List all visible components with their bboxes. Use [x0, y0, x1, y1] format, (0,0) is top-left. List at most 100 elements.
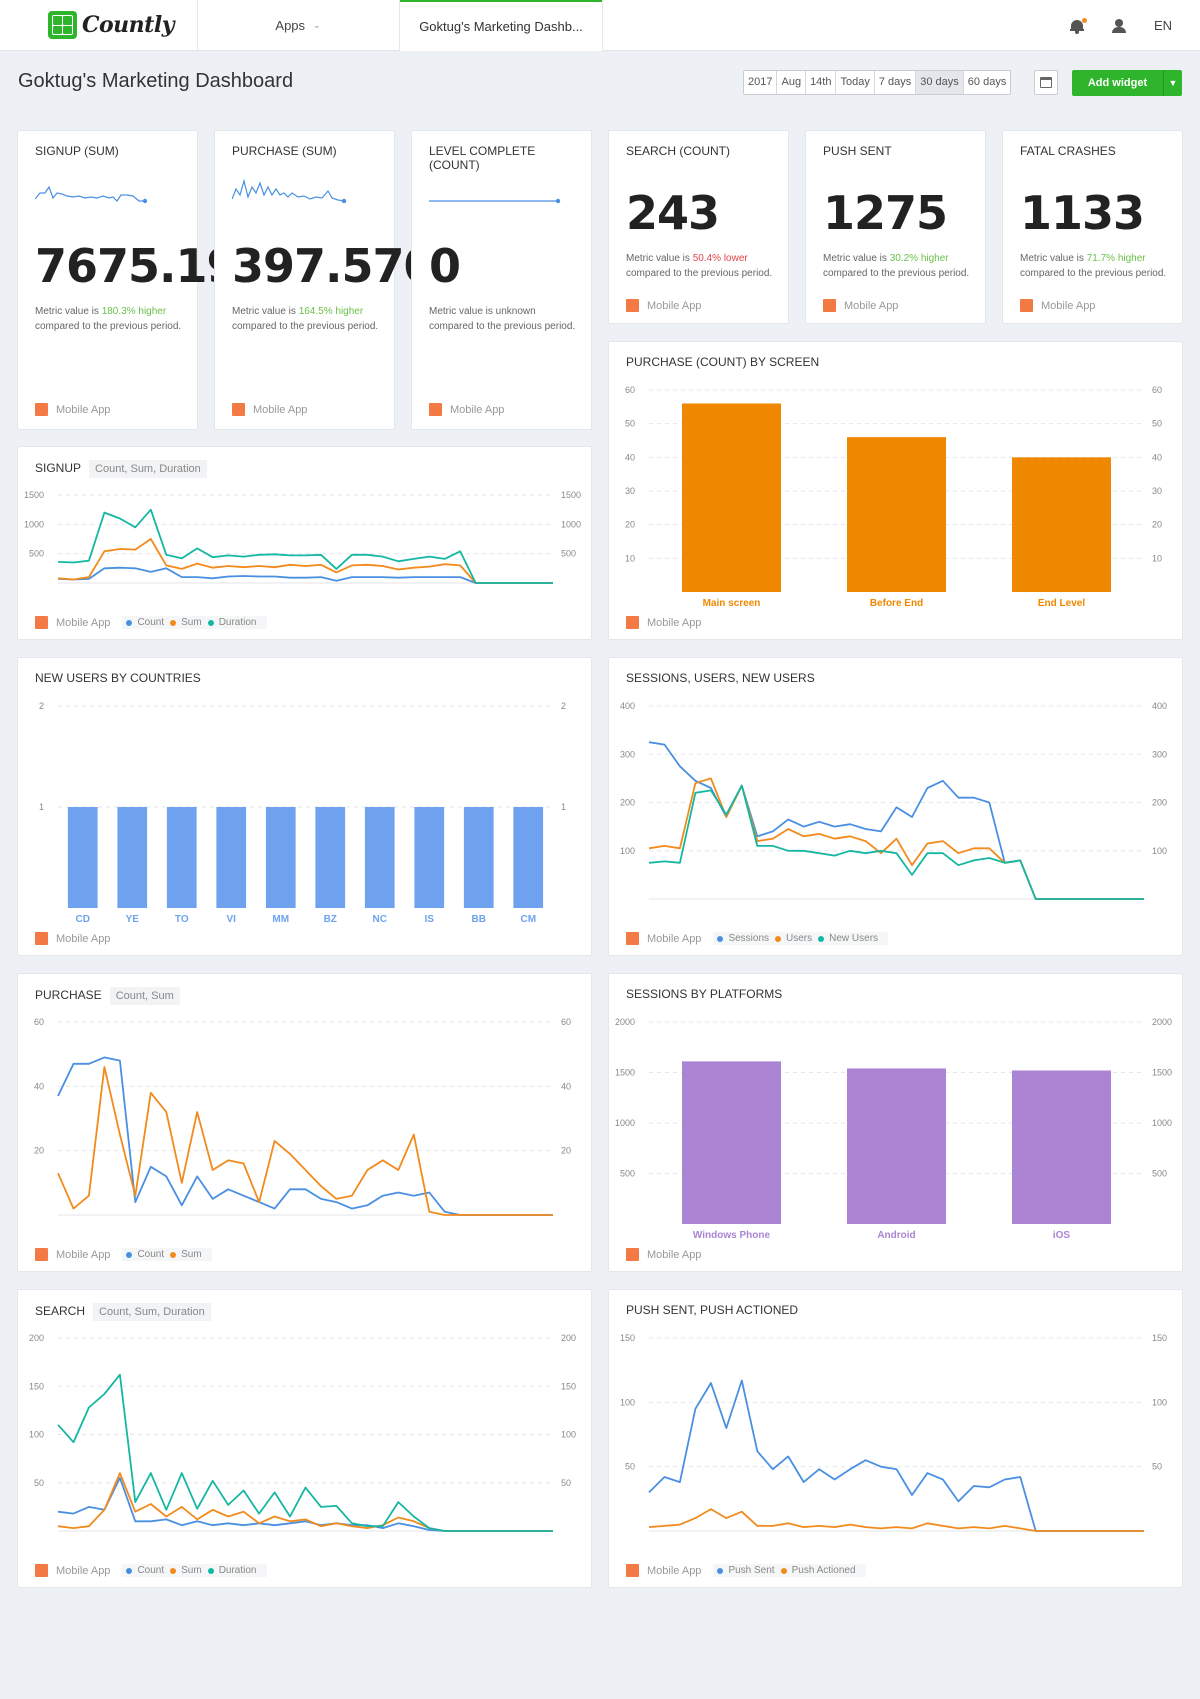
app-tag: Mobile App — [1020, 299, 1095, 312]
widget-comparison: Metric value is 164.5% higher compared t… — [232, 306, 379, 332]
bar-windows-phone — [682, 1061, 781, 1224]
series-count — [57, 1056, 553, 1216]
app-tag: Mobile App Count Sum Duration — [35, 1564, 267, 1577]
legend-item[interactable]: Sum — [170, 1565, 202, 1576]
bar-to — [166, 807, 197, 908]
widget-title: Push Sent — [823, 144, 892, 158]
legend-dot — [818, 935, 825, 942]
legend-item[interactable]: Push Actioned — [780, 1565, 856, 1576]
top-bar: Countly Apps ⌄ Goktug's Marketing Dashb.… — [0, 0, 1200, 51]
bar-bz — [315, 807, 346, 908]
y-tick-label: 100 — [29, 1430, 44, 1440]
bar-bb — [463, 807, 494, 908]
y-tick-label: 150 — [620, 1333, 635, 1343]
legend-item[interactable]: Users — [775, 933, 812, 944]
widget-value: 7675.19 — [35, 239, 239, 293]
legend-item[interactable]: Count — [126, 1565, 164, 1576]
y-tick-label-right: 50 — [561, 1478, 571, 1488]
legend-item[interactable]: New Users — [818, 933, 878, 944]
app-tag: Mobile App — [626, 1248, 701, 1261]
period-2017[interactable]: 2017 — [744, 71, 778, 94]
series-sessions — [648, 741, 1144, 900]
period-30-days[interactable]: 30 days — [916, 71, 964, 94]
legend-item[interactable]: Count — [126, 1249, 164, 1260]
widget-title: Level Complete (Count) — [429, 144, 536, 172]
notification-bell-icon[interactable] — [1069, 17, 1087, 34]
change-value: 180.3% higher — [101, 306, 167, 317]
app-tag: Mobile App — [35, 932, 110, 945]
legend-dot — [170, 1567, 177, 1574]
user-icon[interactable] — [1111, 18, 1126, 33]
legend-item[interactable]: Duration — [207, 617, 257, 628]
chart-legend: Count Sum Duration — [122, 616, 267, 629]
period-60-days[interactable]: 60 days — [967, 76, 1007, 88]
y-tick-label-right: 1500 — [561, 490, 581, 500]
legend-dot — [775, 935, 782, 942]
y-tick-label: 400 — [620, 701, 635, 711]
purchase-chart: 20 20 40 40 60 60 — [34, 1017, 571, 1216]
legend-item[interactable]: Sum — [170, 1249, 202, 1260]
y-tick-label: 60 — [625, 385, 635, 395]
legend-dot — [126, 619, 133, 626]
apps-menu[interactable]: Apps ⌄ — [197, 0, 399, 51]
series-sum — [57, 538, 553, 584]
y-tick-label-right: 2000 — [1152, 1017, 1172, 1027]
period-today[interactable]: Today — [836, 71, 875, 94]
y-tick-label: 1000 — [24, 519, 44, 529]
widget-comparison: Metric value is 50.4% lower compared to … — [626, 253, 773, 279]
y-tick-label-right: 20 — [561, 1146, 571, 1156]
widget-title: Sessions by Platforms — [626, 987, 783, 1001]
widget-signup-chart: Signup Count, Sum, Duration 500 500 1000 100… — [17, 446, 592, 640]
widget-level-complete-count: Level Complete (Count) 0 Metric value is… — [411, 130, 592, 430]
widget-push-sent: Push Sent 1275 Metric value is 30.2% hig… — [805, 130, 986, 324]
app-tag: Mobile App — [232, 403, 307, 416]
app-tag: Mobile App — [626, 299, 701, 312]
period-aug[interactable]: Aug — [777, 71, 807, 94]
period-14th[interactable]: 14th — [806, 71, 837, 94]
language-selector[interactable]: EN — [1153, 18, 1172, 33]
calendar-button[interactable] — [1034, 70, 1058, 95]
widget-title: Purchase (Count) by Screen — [626, 355, 820, 369]
y-tick-label-right: 200 — [561, 1333, 576, 1343]
y-tick-label: 20 — [34, 1146, 44, 1156]
change-value: 71.7% higher — [1086, 253, 1146, 264]
y-tick-label-right: 50 — [1152, 1462, 1162, 1472]
y-tick-label: 60 — [34, 1017, 44, 1027]
legend-item[interactable]: Push Sent — [717, 1565, 775, 1576]
bar-cd — [67, 807, 98, 908]
add-widget-button[interactable]: Add widget ▼ — [1072, 70, 1182, 96]
legend-item[interactable]: Sessions — [717, 933, 769, 944]
app-tag: Mobile App Count Sum — [35, 1248, 212, 1261]
legend-dot — [170, 1251, 177, 1258]
countly-logo[interactable]: Countly — [48, 11, 174, 39]
y-tick-label: 50 — [625, 419, 635, 429]
y-tick-label-right: 1000 — [1152, 1118, 1172, 1128]
y-tick-label: 150 — [29, 1381, 44, 1391]
widget-title: Purchase Count, Sum — [35, 987, 180, 1005]
x-category-label: Android — [877, 1230, 915, 1241]
series-users — [648, 777, 1144, 900]
add-widget-dropdown-icon[interactable]: ▼ — [1163, 70, 1182, 96]
period-7-days[interactable]: 7 days — [875, 71, 917, 94]
widget-fatal-crashes: Fatal Crashes 1133 Metric value is 71.7%… — [1002, 130, 1183, 324]
x-category-label: BB — [472, 914, 486, 925]
x-category-label: MM — [272, 914, 289, 925]
x-category-label: BZ — [324, 914, 337, 925]
y-tick-label: 50 — [34, 1478, 44, 1488]
y-tick-label-right: 100 — [561, 1430, 576, 1440]
chart-legend: Count Sum — [122, 1248, 212, 1261]
legend-item[interactable]: Count — [126, 617, 164, 628]
y-tick-label-right: 2 — [561, 701, 566, 711]
y-tick-label: 100 — [620, 846, 635, 856]
y-tick-label: 40 — [625, 452, 635, 462]
x-category-label: NC — [373, 914, 387, 925]
tab-dashboard[interactable]: Goktug's Marketing Dashb... — [400, 0, 602, 51]
series-sum — [57, 1066, 553, 1216]
legend-item[interactable]: Sum — [170, 617, 202, 628]
widget-signup-sum: Signup (Sum) 7675.19 Metric value is 180… — [17, 130, 239, 430]
y-tick-label: 100 — [620, 1397, 635, 1407]
legend-dot — [717, 1567, 724, 1574]
widget-title: Fatal Crashes — [1020, 144, 1116, 158]
legend-item[interactable]: Duration — [207, 1565, 257, 1576]
legend-dot — [717, 935, 724, 942]
